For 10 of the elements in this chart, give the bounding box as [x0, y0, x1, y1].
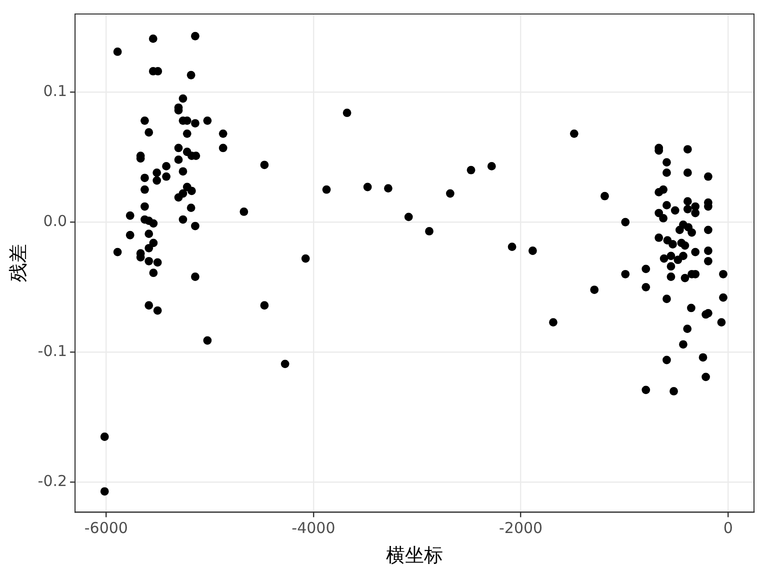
y-tick-label: -0.1 [38, 342, 68, 360]
y-tick-label: 0.0 [43, 212, 68, 230]
x-axis-title: 横坐标 [386, 544, 444, 567]
x-tick-label: -6000 [84, 519, 128, 538]
x-tick-label: -2000 [498, 519, 543, 538]
x-tick-label: -4000 [292, 519, 336, 538]
y-tick-label: -0.2 [38, 472, 68, 490]
y-axis-title: 残差 [7, 244, 30, 282]
x-tick-label: 0 [723, 519, 733, 538]
y-tick-label: 0.1 [43, 82, 68, 100]
